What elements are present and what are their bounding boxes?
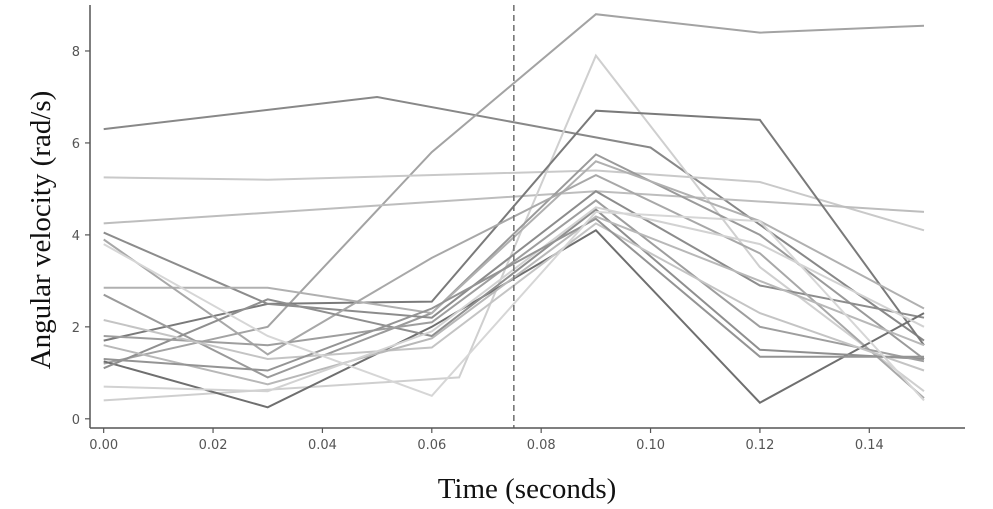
- y-tick-label: 2: [72, 321, 80, 336]
- x-tick-label: 0.04: [308, 438, 337, 453]
- y-tick-label: 4: [72, 229, 80, 244]
- series-line-3: [103, 169, 925, 232]
- series-line-18: [103, 210, 925, 402]
- y-tick-label: 0: [72, 413, 80, 428]
- series-line-7: [103, 153, 925, 379]
- series-line-2: [103, 13, 925, 365]
- y-tick-label: 8: [72, 45, 80, 60]
- x-tick-label: 0.08: [527, 438, 556, 453]
- series-line-5: [103, 53, 925, 402]
- y-ticks-group: 0 2 4 6 8: [72, 45, 90, 428]
- x-tick-label: 0.10: [636, 438, 665, 453]
- x-axis-title: Time (seconds): [438, 473, 617, 505]
- x-ticks-group: 0.00 0.02 0.04 0.06 0.08 0.10 0.12 0.14: [89, 428, 884, 453]
- series-line-17: [103, 217, 924, 372]
- y-tick-label: 6: [72, 137, 80, 152]
- series-line-12: [103, 208, 925, 370]
- x-tick-label: 0.12: [745, 438, 774, 453]
- x-tick-label: 0.06: [417, 438, 446, 453]
- x-tick-label: 0.00: [89, 438, 118, 453]
- x-tick-label: 0.14: [855, 438, 884, 453]
- y-axis-title: Angular velocity (rad/s): [25, 91, 57, 370]
- x-tick-label: 0.02: [199, 438, 228, 453]
- series-line-1: [103, 95, 925, 342]
- series-line-13: [103, 199, 925, 363]
